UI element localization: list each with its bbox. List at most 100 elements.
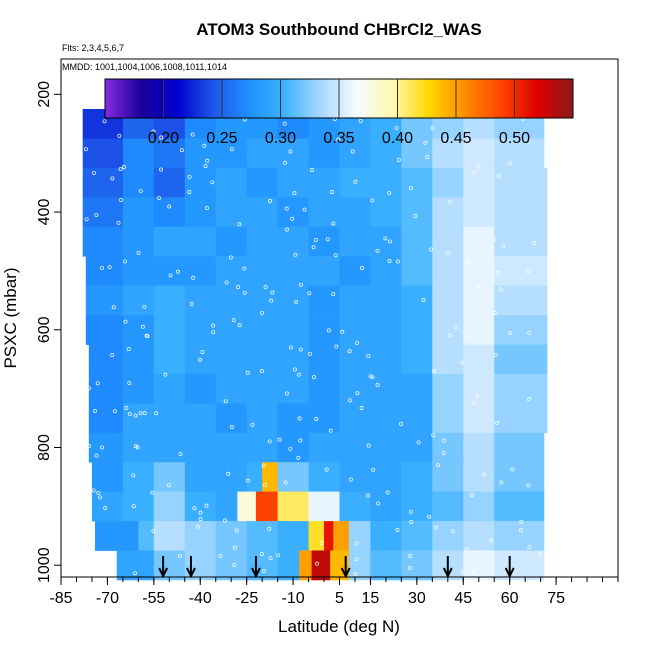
heatmap-cell <box>494 138 545 169</box>
heatmap-cell <box>85 285 124 316</box>
sample-marker <box>498 287 503 292</box>
sample-marker <box>159 135 164 140</box>
sample-marker <box>330 190 334 194</box>
sample-marker <box>210 180 215 185</box>
heatmap-cell <box>246 256 279 286</box>
sample-marker <box>325 237 330 242</box>
heatmap-cell <box>308 344 341 375</box>
heatmap-cell <box>401 344 433 375</box>
heatmap-cell <box>184 138 217 169</box>
sample-marker <box>489 538 494 543</box>
sample-marker <box>387 259 392 264</box>
sample-marker <box>259 552 264 557</box>
heatmap-cell <box>122 138 155 169</box>
heatmap-cell <box>339 167 371 198</box>
sample-marker <box>131 504 136 509</box>
sample-marker <box>340 329 345 334</box>
sample-marker <box>427 514 432 519</box>
heatmap-cell <box>246 550 279 581</box>
sample-marker <box>150 490 155 495</box>
heatmap-cell <box>324 521 334 551</box>
sample-marker <box>538 552 542 557</box>
heatmap-cell <box>432 403 464 434</box>
heatmap-cell <box>153 285 186 316</box>
sample-marker <box>260 310 264 315</box>
sample-marker <box>163 372 168 377</box>
sample-marker <box>267 199 272 203</box>
x-tick-label: -70 <box>96 590 119 607</box>
heatmap-cell <box>401 138 433 169</box>
sample-marker <box>261 463 266 468</box>
x-tick-label: -55 <box>142 590 165 607</box>
heatmap-cell <box>463 344 495 375</box>
sample-marker <box>471 570 476 575</box>
colorbar-tick-label: 0.20 <box>148 130 179 147</box>
sample-marker <box>100 445 104 450</box>
heatmap-cell <box>215 521 248 551</box>
heatmap-cell <box>246 226 279 257</box>
flights-label: Flts: 2,3,4,5,6,7 <box>62 43 124 53</box>
sample-marker <box>288 446 293 451</box>
heatmap-cell <box>463 197 495 228</box>
sample-marker <box>267 526 272 531</box>
sample-marker <box>290 216 295 221</box>
heatmap-cell <box>277 491 310 522</box>
sample-marker <box>413 214 418 218</box>
sample-marker <box>131 473 136 478</box>
heatmap-cell <box>184 462 217 492</box>
sample-marker <box>385 490 390 495</box>
heatmap-cell <box>153 256 186 286</box>
sample-marker <box>187 190 192 194</box>
sample-marker <box>223 518 227 523</box>
sample-marker <box>492 311 497 315</box>
heatmap-cell <box>463 491 495 522</box>
heatmap-cell <box>463 315 495 345</box>
sample-marker <box>138 411 143 416</box>
x-tick-label: -85 <box>49 590 72 607</box>
heatmap-cell <box>463 373 495 404</box>
colorbar-tick-label: 0.25 <box>206 130 237 147</box>
sample-marker <box>190 132 195 137</box>
sample-marker <box>510 467 515 472</box>
heatmap-cell <box>153 138 186 169</box>
heatmap-cell <box>463 462 495 492</box>
sample-marker <box>319 541 324 546</box>
x-tick-label: 60 <box>501 590 519 607</box>
heatmap-cell <box>246 138 279 169</box>
colorbar-tick-label: 0.35 <box>323 130 354 147</box>
heatmap-cell <box>348 521 372 551</box>
sample-marker <box>493 352 498 357</box>
sample-marker <box>508 161 512 166</box>
heatmap-cell <box>277 285 310 316</box>
sample-marker <box>242 266 247 271</box>
sample-marker <box>237 323 242 328</box>
sample-marker <box>336 137 341 142</box>
heatmap-cell <box>153 462 186 492</box>
sample-marker <box>366 353 371 358</box>
heatmap-cell <box>432 521 464 551</box>
sample-marker <box>211 330 216 335</box>
sample-marker <box>311 245 316 250</box>
sample-marker <box>262 569 267 573</box>
sample-marker <box>285 227 289 232</box>
sample-marker <box>296 455 301 460</box>
sample-marker <box>292 191 297 196</box>
heatmap-cell <box>370 167 402 198</box>
heatmap-cell <box>308 167 341 198</box>
chart-title: ATOM3 Southbound CHBrCl2_WAS <box>196 20 482 39</box>
heatmap-cell <box>277 226 310 257</box>
colorbar-tick-label: 0.30 <box>265 130 296 147</box>
heatmap-cell <box>215 432 248 463</box>
heatmap-cell <box>494 285 548 316</box>
heatmap-cell <box>277 462 310 492</box>
heatmap-cell <box>215 315 248 345</box>
sample-marker <box>116 220 121 225</box>
sample-marker <box>270 290 275 295</box>
heatmap-cell <box>184 285 217 316</box>
sample-marker <box>331 292 336 297</box>
heatmap-cell <box>122 432 155 463</box>
sample-marker <box>408 186 413 191</box>
sample-marker <box>453 325 458 330</box>
sample-marker <box>527 330 532 335</box>
heatmap-cell <box>401 197 433 228</box>
